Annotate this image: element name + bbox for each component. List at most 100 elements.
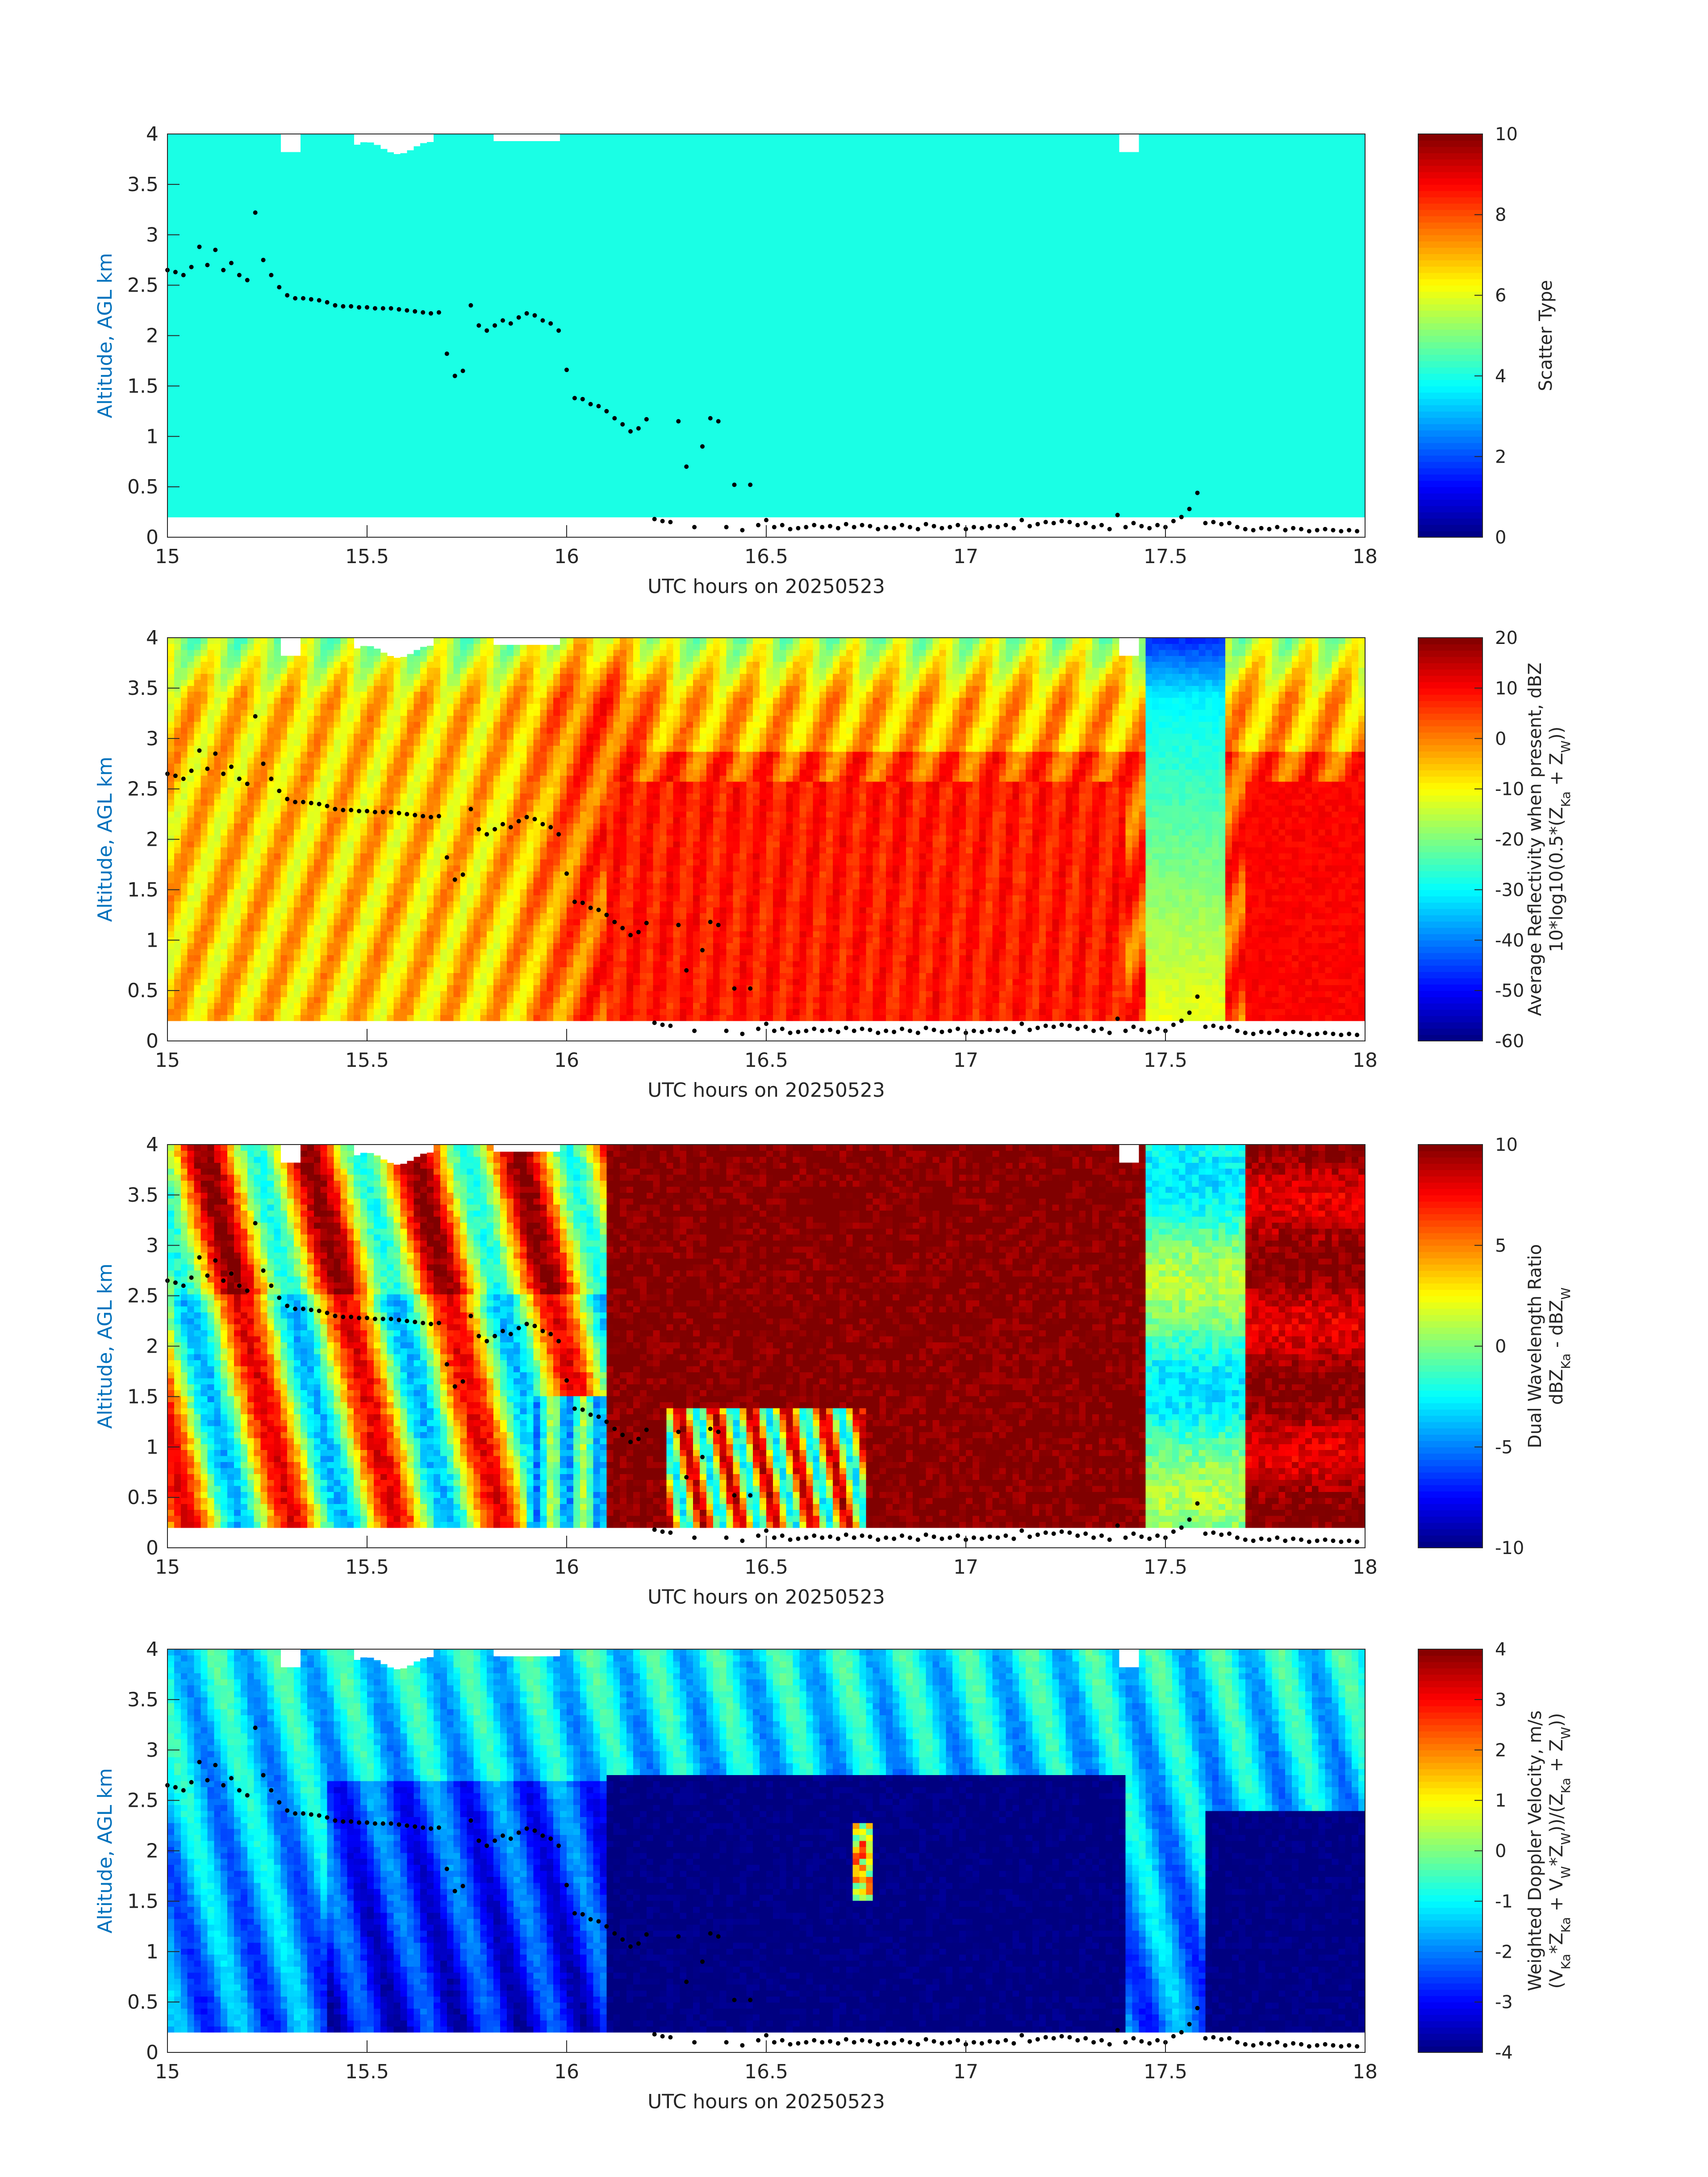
- heatmap-cell: [274, 361, 281, 368]
- heatmap-cell: [287, 248, 294, 254]
- heatmap-cell: [294, 158, 301, 164]
- heatmap-cell: [181, 493, 188, 499]
- heatmap-cell: [247, 385, 255, 392]
- heatmap-cell: [227, 194, 234, 200]
- heatmap-cell: [294, 361, 301, 368]
- heatmap-cell: [307, 338, 314, 344]
- heatmap-cell: [241, 194, 248, 200]
- heatmap-cell: [181, 355, 188, 362]
- heatmap-cell: [274, 331, 281, 338]
- heatmap-cell: [294, 451, 301, 457]
- heatmap-cell: [188, 331, 195, 338]
- heatmap-cell: [207, 457, 214, 464]
- heatmap-cell: [294, 331, 301, 338]
- heatmap-cell: [294, 212, 301, 218]
- heatmap-cell: [188, 409, 195, 416]
- heatmap-cell: [214, 451, 221, 457]
- heatmap-cell: [301, 505, 308, 511]
- heatmap-cell: [327, 242, 334, 248]
- heatmap-cell: [327, 415, 334, 422]
- heatmap-cell: [327, 212, 334, 218]
- heatmap-cell: [254, 433, 261, 439]
- heatmap-cell: [234, 350, 241, 356]
- heatmap-cell: [254, 170, 261, 176]
- heatmap-cell: [307, 194, 314, 200]
- heatmap-cell: [241, 499, 248, 506]
- heatmap-cell: [188, 313, 195, 320]
- heatmap-cell: [221, 230, 228, 236]
- heatmap-cell: [274, 433, 281, 439]
- heatmap-cell: [321, 224, 328, 230]
- heatmap-cell: [221, 511, 228, 517]
- heatmap-cell: [267, 499, 275, 506]
- heatmap-cell: [327, 331, 334, 338]
- heatmap-cell: [174, 361, 181, 368]
- heatmap-cell: [314, 451, 321, 457]
- heatmap-cell: [188, 188, 195, 194]
- heatmap-cell: [301, 182, 308, 188]
- heatmap-cell: [294, 254, 301, 260]
- heatmap-cell: [274, 445, 281, 451]
- heatmap-cell: [234, 493, 241, 499]
- heatmap-cell: [234, 343, 241, 350]
- heatmap-cell: [287, 236, 294, 242]
- heatmap-cell: [214, 140, 221, 146]
- heatmap-cell: [294, 224, 301, 230]
- heatmap-cell: [327, 259, 334, 266]
- heatmap-cell: [167, 259, 175, 266]
- heatmap-cell: [234, 331, 241, 338]
- heatmap-cell: [207, 301, 214, 308]
- heatmap-cell: [221, 451, 228, 457]
- heatmap-cell: [307, 320, 314, 326]
- heatmap-cell: [241, 140, 248, 146]
- heatmap-cell: [301, 457, 308, 464]
- heatmap-cell: [267, 200, 275, 206]
- heatmap-cell: [227, 499, 234, 506]
- heatmap-cell: [287, 326, 294, 332]
- heatmap-cell: [221, 463, 228, 469]
- heatmap-cell: [167, 164, 175, 170]
- heatmap-cell: [174, 380, 181, 386]
- heatmap-cell: [201, 511, 208, 517]
- heatmap-cell: [201, 248, 208, 254]
- heatmap-cell: [234, 164, 241, 170]
- heatmap-cell: [207, 146, 214, 152]
- heatmap-cell: [321, 320, 328, 326]
- heatmap-cell: [294, 308, 301, 314]
- heatmap-cell: [274, 403, 281, 409]
- heatmap-cell: [280, 236, 288, 242]
- heatmap-cell: [287, 385, 294, 392]
- heatmap-cell: [221, 200, 228, 206]
- heatmap-cell: [267, 457, 275, 464]
- heatmap-cell: [174, 308, 181, 314]
- heatmap-cell: [327, 272, 334, 278]
- heatmap-cell: [174, 505, 181, 511]
- heatmap-cell: [181, 212, 188, 218]
- heatmap-cell: [307, 355, 314, 362]
- heatmap-cell: [207, 463, 214, 469]
- heatmap-cell: [294, 188, 301, 194]
- heatmap-cell: [214, 415, 221, 422]
- heatmap-cell: [280, 230, 288, 236]
- heatmap-cell: [321, 409, 328, 416]
- heatmap-cell: [234, 254, 241, 260]
- heatmap-cell: [234, 308, 241, 314]
- heatmap-cell: [321, 212, 328, 218]
- heatmap-cell: [188, 475, 195, 481]
- heatmap-cell: [214, 331, 221, 338]
- heatmap-cell: [274, 308, 281, 314]
- heatmap-cell: [167, 391, 175, 397]
- heatmap-cell: [327, 499, 334, 506]
- heatmap-cell: [280, 313, 288, 320]
- heatmap-cell: [327, 200, 334, 206]
- heatmap-cell: [294, 439, 301, 446]
- heatmap-cell: [174, 134, 181, 140]
- heatmap-cell: [247, 176, 255, 182]
- heatmap-cell: [241, 487, 248, 493]
- heatmap-cell: [254, 331, 261, 338]
- heatmap-cell: [301, 290, 308, 296]
- heatmap-cell: [254, 350, 261, 356]
- heatmap-cell: [321, 469, 328, 476]
- heatmap-cell: [234, 278, 241, 284]
- heatmap-cell: [294, 409, 301, 416]
